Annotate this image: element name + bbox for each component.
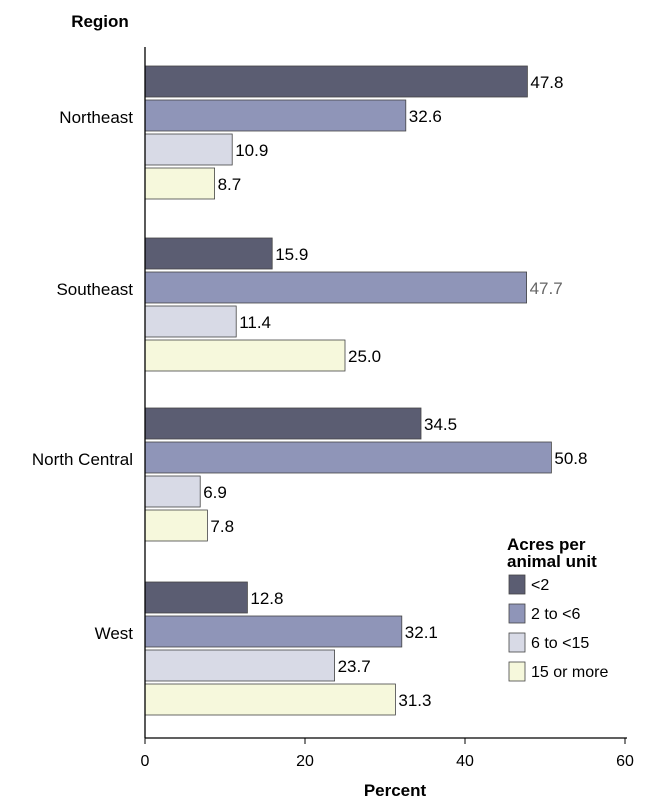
legend-swatch [508,603,526,624]
data-label: 47.8 [530,73,563,92]
data-label: 25.0 [348,347,381,366]
category-label: Southeast [56,280,133,299]
bar [144,683,396,716]
bar [144,441,552,474]
bar [144,167,215,200]
data-label: 47.7 [530,279,563,298]
bar [144,615,403,648]
bar [144,99,407,132]
x-axis-title: Percent [364,781,427,799]
bar [144,649,336,682]
data-label: 34.5 [424,415,457,434]
legend-swatch [508,574,526,595]
bar [144,339,346,372]
data-label: 10.9 [235,141,268,160]
x-tick-label: 60 [616,753,634,770]
bar [144,581,248,614]
legend: Acres per animal unit <2 2 to <6 6 to <15 1… [507,535,608,682]
bar [144,65,528,98]
x-tick-label: 40 [456,753,474,770]
legend-title-line-1: Acres per [507,535,586,554]
category-label: Northeast [59,108,133,127]
category-label: West [95,624,134,643]
legend-title-line-2: animal unit [507,552,597,571]
data-label: 8.7 [218,175,242,194]
legend-label: 6 to <15 [531,635,589,652]
data-label: 11.4 [239,313,271,332]
legend-label: 2 to <6 [531,606,580,623]
data-label: 31.3 [398,691,431,710]
data-label: 32.6 [409,107,442,126]
bar [144,475,201,508]
bar [144,271,528,304]
bar [144,237,273,270]
x-tick-label: 20 [296,753,314,770]
y-axis-title: Region [71,12,129,31]
data-label: 7.8 [210,517,234,536]
bar [144,509,208,542]
data-label: 32.1 [405,623,438,642]
bar [144,305,237,338]
bar [144,133,233,166]
legend-swatch [508,632,526,653]
legend-label: 15 or more [531,664,608,681]
x-tick-label: 0 [141,753,150,770]
data-label: 23.7 [338,657,371,676]
legend-swatch [508,661,526,682]
bar [144,407,422,440]
data-label: 50.8 [554,449,587,468]
data-label: 12.8 [250,589,283,608]
category-label: North Central [32,450,133,469]
data-label: 6.9 [203,483,227,502]
data-label: 15.9 [275,245,308,264]
legend-label: <2 [531,577,549,594]
